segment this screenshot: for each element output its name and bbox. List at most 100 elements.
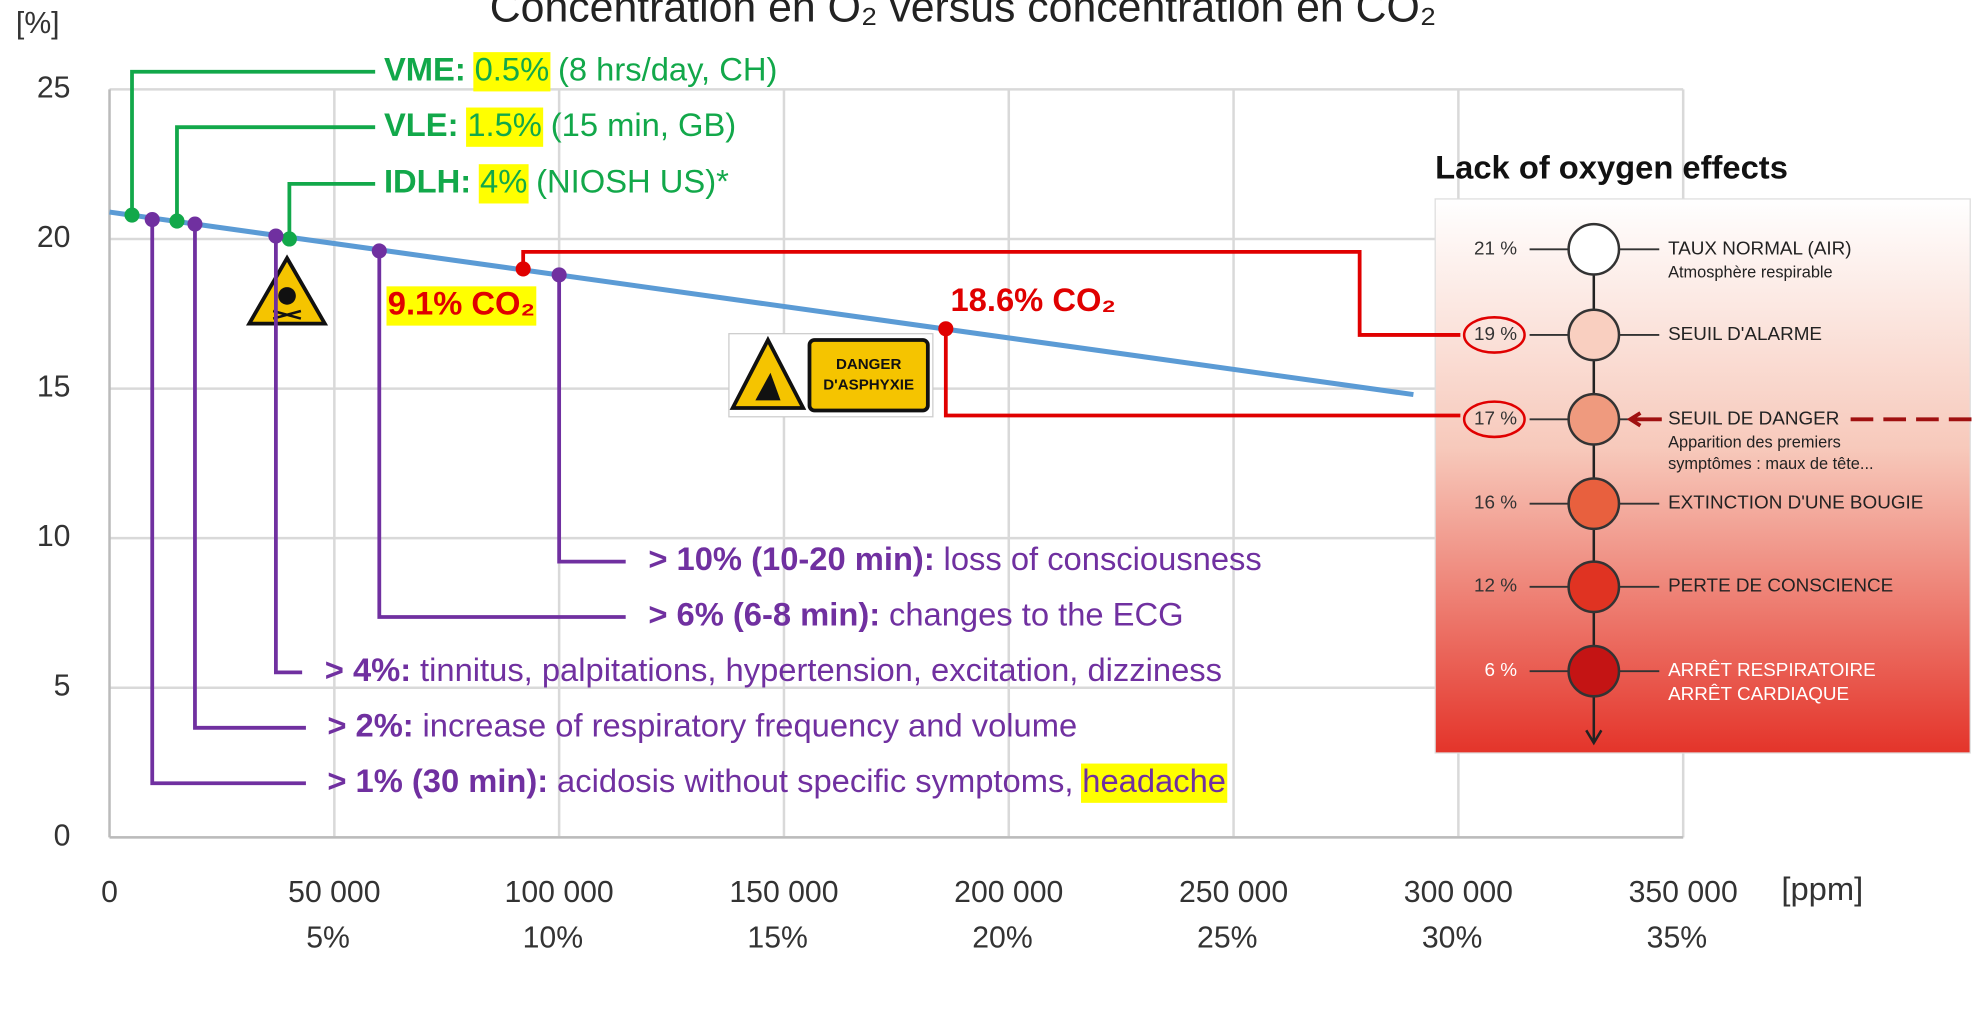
leader-line	[943, 328, 1461, 418]
x-tick-sublabel: 30%	[1422, 921, 1482, 954]
note-label: VME:	[384, 50, 466, 87]
note-label: 18.6% CO₂	[950, 281, 1115, 318]
note-label: IDLH:	[384, 162, 471, 199]
leader-line	[557, 274, 626, 564]
note-label: > 2%:	[327, 706, 413, 743]
note-text: (NIOSH US)*	[536, 162, 729, 199]
x-tick-label: 250 000	[1179, 876, 1288, 909]
pct-circle	[1462, 400, 1526, 439]
note-value: 1.5%	[467, 106, 542, 143]
point	[187, 216, 203, 232]
note-label: 9.1% CO₂	[388, 285, 535, 322]
x-tick-sublabel: 25%	[1197, 921, 1257, 954]
x-tick-sublabel: 15%	[747, 921, 807, 954]
x-tick-label: 150 000	[729, 876, 838, 909]
note-value: 0.5%	[475, 50, 550, 87]
x-unit: [ppm]	[1781, 870, 1863, 907]
level-circle	[1567, 392, 1621, 446]
x-tick-label: 100 000	[505, 876, 614, 909]
highlight	[478, 164, 529, 204]
note-value: 4%	[480, 162, 527, 199]
leader-line	[287, 181, 376, 239]
note-label: > 1% (30 min):	[327, 762, 548, 799]
level-label: EXTINCTION D'UNE BOUGIE	[1668, 493, 1923, 514]
level-label: SEUIL D'ALARME	[1668, 324, 1822, 345]
leader-line	[150, 219, 306, 786]
note-label: > 4%:	[325, 651, 411, 688]
note-text: (15 min, GB)	[551, 106, 736, 143]
leader-line	[130, 69, 376, 216]
y-tick-label: 15	[37, 371, 71, 404]
level-pct: 12 %	[1474, 576, 1517, 597]
y-tick-label: 10	[37, 520, 71, 553]
point	[124, 207, 140, 223]
hazard-sign	[245, 254, 329, 326]
note-text: loss of consciousness	[944, 540, 1262, 577]
point	[169, 213, 185, 229]
level-circle	[1567, 560, 1621, 614]
x-tick-label: 50 000	[288, 876, 380, 909]
note-text: changes to the ECG	[889, 596, 1184, 633]
level-pct: 16 %	[1474, 493, 1517, 514]
asphyxia-sign	[728, 333, 934, 418]
o2-panel	[1434, 198, 1971, 754]
point	[371, 243, 387, 259]
note-label: > 6% (6-8 min):	[648, 596, 880, 633]
note-text: increase of respiratory frequency and vo…	[423, 706, 1078, 743]
level-pct: 17 %	[1474, 408, 1517, 429]
point	[281, 231, 297, 247]
point	[515, 261, 531, 277]
pct-circle	[1462, 316, 1526, 354]
leader-line	[377, 250, 626, 619]
level-sub: Apparition des premiers	[1668, 434, 1841, 452]
level-circle	[1567, 644, 1621, 698]
x-tick-label: 350 000	[1629, 876, 1738, 909]
level-label: ARRÊT CARDIAQUE	[1668, 683, 1849, 705]
highlight	[473, 52, 551, 92]
level-label: SEUIL DE DANGER	[1668, 408, 1839, 429]
x-tick-sublabel: 10%	[523, 921, 583, 954]
note-highlight: headache	[1082, 762, 1226, 799]
point	[268, 228, 284, 244]
x-tick-label: 300 000	[1404, 876, 1513, 909]
level-label: TAUX NORMAL (AIR)	[1668, 238, 1851, 259]
x-tick-sublabel: 5%	[306, 921, 350, 954]
y-tick-label: 25	[37, 71, 71, 104]
point	[144, 211, 160, 228]
note-label: > 10% (10-20 min):	[648, 540, 934, 577]
danger-arrow	[1626, 411, 1662, 428]
level-pct: 19 %	[1474, 324, 1517, 345]
leader-line	[175, 125, 376, 222]
note-text: (8 hrs/day, CH)	[558, 50, 777, 87]
x-tick-sublabel: 20%	[972, 921, 1032, 954]
note-text: acidosis without specific symptoms,	[557, 762, 1073, 799]
point	[551, 267, 567, 283]
y-tick-label: 20	[37, 221, 71, 254]
sign-text: DANGER	[836, 356, 902, 373]
highlight	[386, 286, 537, 326]
note-text: tinnitus, palpitations, hypertension, ex…	[420, 651, 1222, 688]
leader-line	[273, 235, 303, 675]
highlight	[1081, 763, 1228, 803]
x-tick-sublabel: 35%	[1647, 921, 1707, 954]
level-label: ARRÊT RESPIRATOIRE	[1668, 659, 1876, 681]
level-sub: Atmosphère respirable	[1668, 264, 1833, 282]
leader-line	[193, 224, 306, 730]
leader-line	[521, 249, 1461, 337]
highlight	[466, 107, 544, 147]
level-sub: symptômes : maux de tête...	[1668, 455, 1873, 473]
y-unit: [%]	[16, 7, 60, 40]
level-pct: 21 %	[1474, 238, 1517, 259]
level-circle	[1567, 222, 1621, 276]
y-tick-label: 5	[54, 670, 71, 703]
level-label: PERTE DE CONSCIENCE	[1668, 576, 1893, 597]
level-circle	[1567, 308, 1621, 362]
o2-line	[109, 209, 1414, 398]
panel-title: Lack of oxygen effects	[1435, 149, 1788, 186]
point	[938, 321, 954, 337]
note-label: VLE:	[384, 106, 459, 143]
panel-arrow	[1585, 729, 1603, 746]
y-tick-label: 0	[54, 819, 71, 852]
